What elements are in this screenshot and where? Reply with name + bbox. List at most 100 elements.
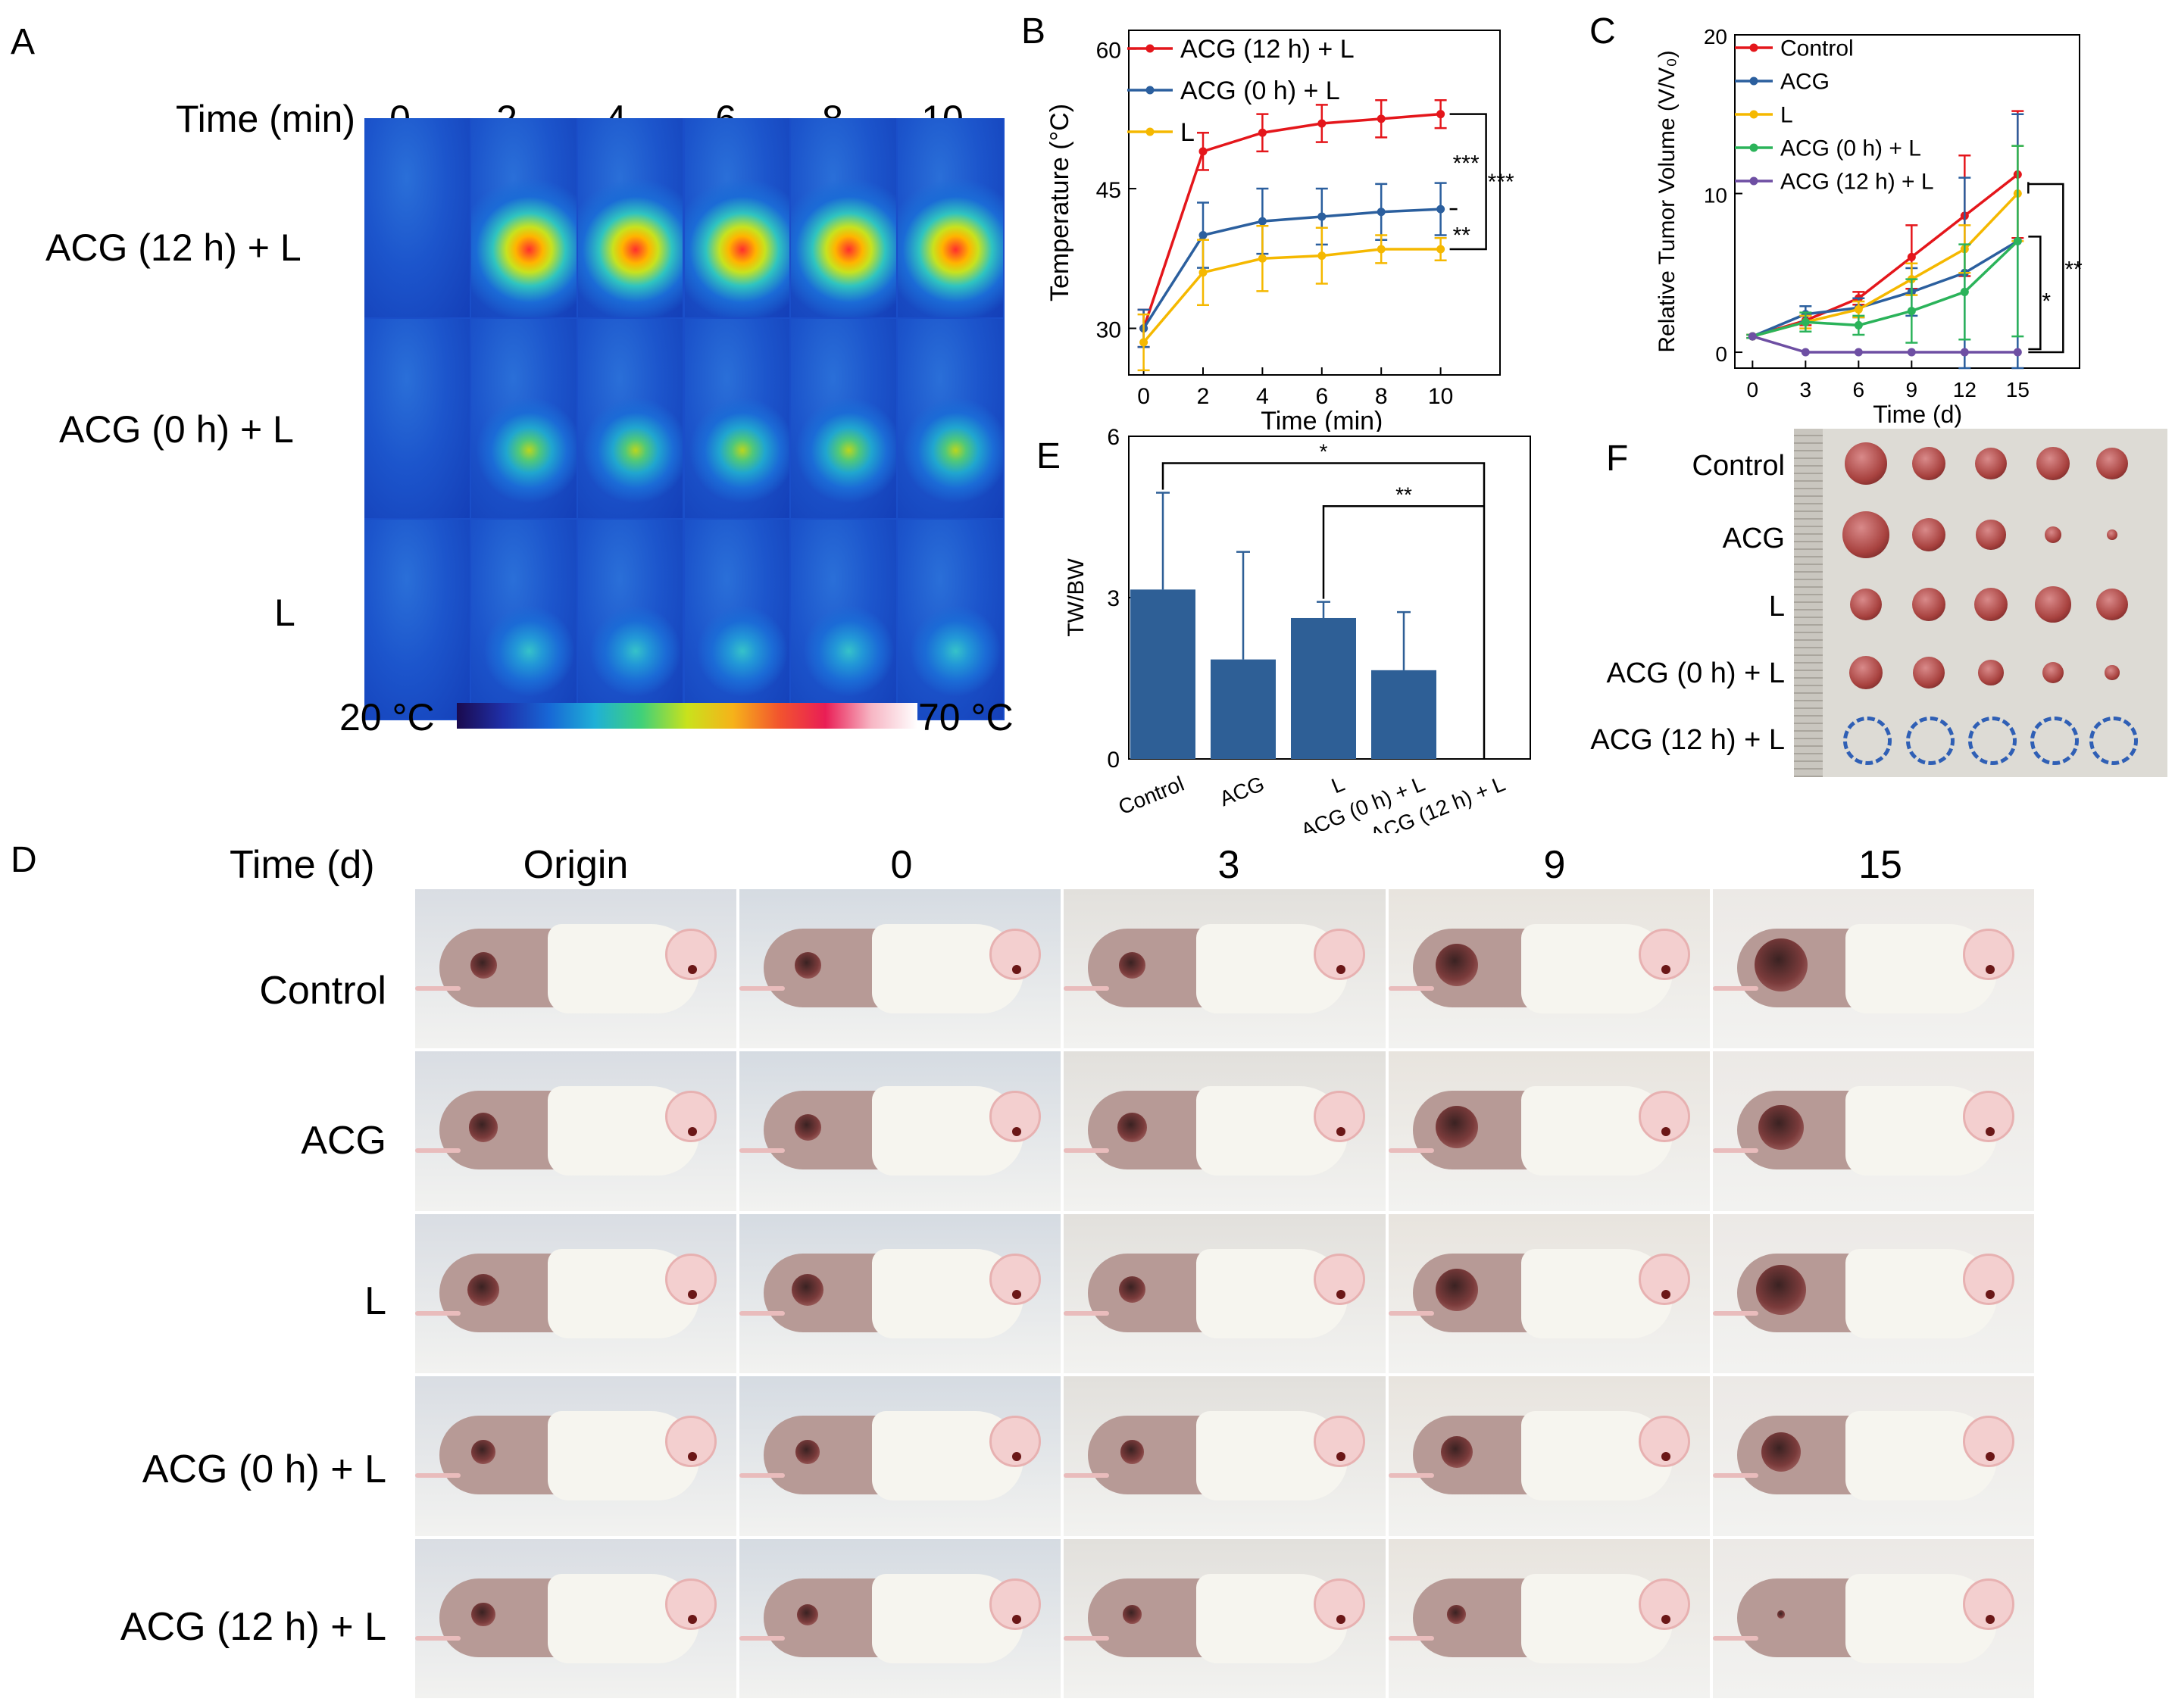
shaved-skin [1088, 1091, 1217, 1170]
bar [1211, 659, 1276, 759]
excised-tumor [1976, 520, 2006, 550]
mouse-eye [1012, 1452, 1022, 1462]
significance-mark: * [2042, 289, 2051, 314]
panel-label-f: F [1606, 439, 1629, 479]
shaved-skin [1088, 1253, 1217, 1332]
column-header: Origin [523, 843, 629, 887]
mouse-photo [415, 1376, 737, 1536]
column-header: 0 [890, 843, 913, 887]
temperature-colorbar [457, 703, 917, 729]
mouse-eye [688, 965, 697, 974]
mouse-photo [1064, 1376, 1386, 1536]
mouse-tail [1388, 1635, 1434, 1641]
x-tick-label: 6 [1315, 384, 1328, 409]
y-tick-label: 6 [1107, 425, 1120, 450]
mouse-ear [989, 1578, 1042, 1630]
thermal-image-cell [898, 520, 1003, 719]
shaved-skin [764, 1091, 893, 1170]
y-axis-label: Temperature (°C) [1045, 104, 1074, 301]
mouse-eye [1661, 965, 1670, 974]
mouse-tail [1064, 1148, 1110, 1154]
data-point [1960, 287, 1969, 296]
colorbar-max-label: 70 °C [918, 696, 1014, 738]
thermal-image-cell [898, 319, 1003, 518]
data-point [1907, 348, 1916, 357]
tumor [471, 1440, 495, 1464]
legend-marker [1145, 44, 1155, 53]
mouse-photo [415, 889, 737, 1049]
y-tick-label: 60 [1096, 39, 1121, 64]
absent-tumor-marker [2030, 717, 2079, 765]
data-point [2013, 348, 2022, 357]
mouse-photo [415, 1538, 737, 1698]
row-label: ACG (12 h) + L [45, 226, 302, 269]
tumor [795, 1440, 820, 1464]
tumor [1755, 1264, 1807, 1316]
thermal-image-cell [470, 319, 577, 518]
thermal-image-cell [577, 319, 683, 518]
excised-tumor-photo [1794, 429, 2167, 777]
mouse-photo [1388, 1376, 1710, 1536]
row-label: ACG (12 h) + L [120, 1605, 386, 1649]
y-axis-label: TW/BW [1064, 558, 1089, 637]
mouse-eye [688, 1452, 697, 1462]
mouse-tail [739, 1635, 786, 1641]
excised-tumor [1842, 511, 1889, 558]
data-point [1801, 317, 1810, 326]
mouse-ear [665, 1578, 717, 1630]
thermal-image-cell [898, 118, 1003, 317]
data-point [1317, 251, 1327, 261]
thermal-image-cell [791, 118, 897, 317]
series-line [1752, 335, 2018, 354]
thermal-image-cell [684, 319, 790, 518]
significance-mark: ** [1453, 223, 1471, 248]
shaved-skin [1736, 1578, 1866, 1657]
mouse-photo [739, 889, 1061, 1049]
data-point [1198, 268, 1208, 277]
row-label: L [274, 592, 295, 634]
mouse-ear [989, 1416, 1042, 1468]
x-tick-label: 15 [2006, 378, 2030, 401]
mouse-ear [989, 1253, 1042, 1305]
significance-bracket [2027, 182, 2064, 354]
mouse-photo [1388, 1538, 1710, 1698]
mouse-tail [1064, 1473, 1110, 1478]
significance-bracket [1161, 462, 1486, 759]
legend-marker [1749, 143, 1758, 152]
data-point [1907, 252, 1916, 261]
mouse-photo [1712, 1051, 2034, 1211]
thermal-image-cell [364, 118, 470, 317]
colorbar-min-label: 20 °C [339, 696, 435, 738]
data-point [1436, 245, 1445, 254]
mouse-tail [1712, 1310, 1758, 1316]
tumor [468, 1113, 498, 1142]
shaved-skin [1412, 1578, 1542, 1657]
mouse-ear [1314, 1578, 1366, 1630]
x-tick-label: 0 [1137, 384, 1150, 409]
x-tick-label: 3 [1800, 378, 1812, 401]
row-label: ACG [1722, 523, 1785, 554]
significance-mark: *** [1488, 170, 1514, 195]
mouse-photo [1712, 1213, 2034, 1374]
data-point [1198, 147, 1208, 156]
x-tick-label: 12 [1953, 378, 1977, 401]
mouse-eye [1985, 1127, 1995, 1137]
thermal-image-cell [577, 118, 683, 317]
y-tick-label: 10 [1704, 184, 1727, 208]
y-axis-label: Relative Tumor Volume (V/V₀) [1655, 50, 1680, 352]
series-line [1142, 248, 1441, 344]
tumor [1435, 1268, 1478, 1311]
mouse-eye [1661, 1614, 1670, 1624]
mouse-photo [1064, 1051, 1386, 1211]
mouse-tail [1388, 1148, 1434, 1154]
shaved-skin [1088, 929, 1217, 1007]
tumor [471, 1602, 495, 1627]
mouse-eye [1336, 1127, 1346, 1137]
mouse-photo [1064, 1213, 1386, 1374]
row-label: ACG (0 h) + L [1606, 657, 1785, 689]
mouse-photo [415, 1213, 737, 1374]
mouse-eye [1336, 1614, 1346, 1624]
legend-label: ACG (12 h) + L [1180, 35, 1355, 64]
mouse-tail [1064, 1310, 1110, 1316]
mouse-photo [1388, 1051, 1710, 1211]
